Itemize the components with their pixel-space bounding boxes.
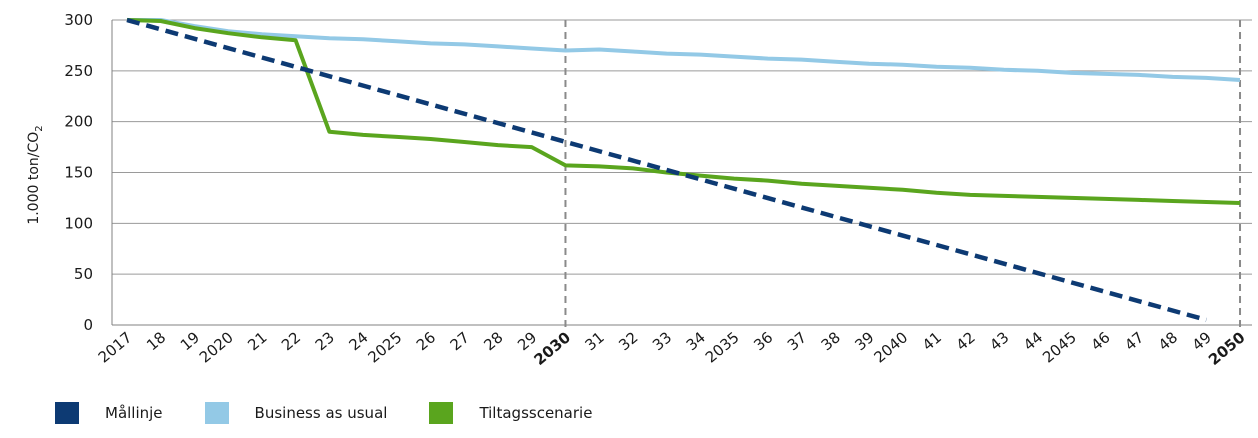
series-lines: [126, 17, 1241, 323]
series-line-m-llinje: [126, 17, 1207, 323]
reference-lines: [564, 20, 1242, 330]
x-tick-label: 2035: [702, 328, 743, 366]
x-tick-label: 26: [413, 328, 439, 354]
y-tick-label: 200: [64, 113, 93, 131]
x-tick-label: 38: [818, 328, 844, 354]
y-axis-label-subscript: 2: [34, 125, 45, 131]
x-tick-label: 27: [447, 328, 473, 354]
x-tick-label: 2045: [1039, 328, 1080, 366]
y-tick-label: 250: [64, 62, 93, 80]
x-tick-label: 2030: [530, 328, 574, 369]
x-tick-label: 48: [1155, 328, 1181, 354]
x-tick-label: 37: [784, 328, 810, 354]
legend-label-mallinje: Mållinje: [105, 404, 163, 422]
y-tick-label: 100: [64, 214, 93, 232]
x-tick-label: 23: [312, 328, 338, 354]
x-tick-label: 2020: [196, 328, 237, 366]
x-tick-label: 47: [1121, 328, 1147, 354]
x-tick-label: 36: [750, 328, 776, 354]
series-line-tiltagsscenarie: [126, 18, 1241, 205]
x-tick-label: 28: [480, 328, 506, 354]
y-tick-label: 150: [64, 164, 93, 182]
x-tick-label: 2025: [365, 328, 406, 366]
y-tick-label: 50: [74, 265, 93, 283]
x-tick-label: 2040: [870, 328, 911, 366]
x-tick-label: 43: [986, 328, 1012, 354]
x-tick-label: 18: [143, 328, 169, 354]
legend-item-business-as-usual: Business as usual: [204, 402, 388, 424]
legend-swatch-tiltagsscenarie: [429, 402, 454, 424]
y-axis-label: 1.000 ton/CO2: [26, 125, 45, 224]
x-tick-label: 2050: [1205, 328, 1249, 369]
y-tick-label: 300: [64, 11, 93, 29]
x-tick-label: 2017: [95, 328, 136, 366]
x-tick-label: 42: [953, 328, 979, 354]
y-axis-ticks: 0 50 100 150 200 250 300: [64, 11, 93, 334]
y-tick-label: 0: [83, 316, 93, 334]
x-tick-label: 33: [649, 328, 675, 354]
x-tick-label: 22: [278, 328, 304, 354]
x-tick-label: 32: [615, 328, 641, 354]
legend-label-tiltagsscenarie: Tiltagsscenarie: [479, 404, 593, 422]
x-tick-label: 31: [582, 328, 608, 354]
legend-label-business-as-usual: Business as usual: [254, 404, 388, 422]
legend: Mållinje Business as usual Tiltagsscenar…: [55, 402, 634, 424]
x-tick-label: 46: [1087, 328, 1113, 354]
x-tick-label: 21: [244, 328, 270, 354]
legend-item-mallinje: Mållinje: [55, 402, 163, 424]
series-line-business-as-usual: [127, 18, 1241, 82]
x-tick-label: 41: [919, 328, 945, 354]
legend-swatch-mallinje: [55, 402, 79, 424]
legend-swatch-business-as-usual: [204, 402, 229, 424]
legend-item-tiltagsscenarie: Tiltagsscenarie: [429, 402, 592, 424]
